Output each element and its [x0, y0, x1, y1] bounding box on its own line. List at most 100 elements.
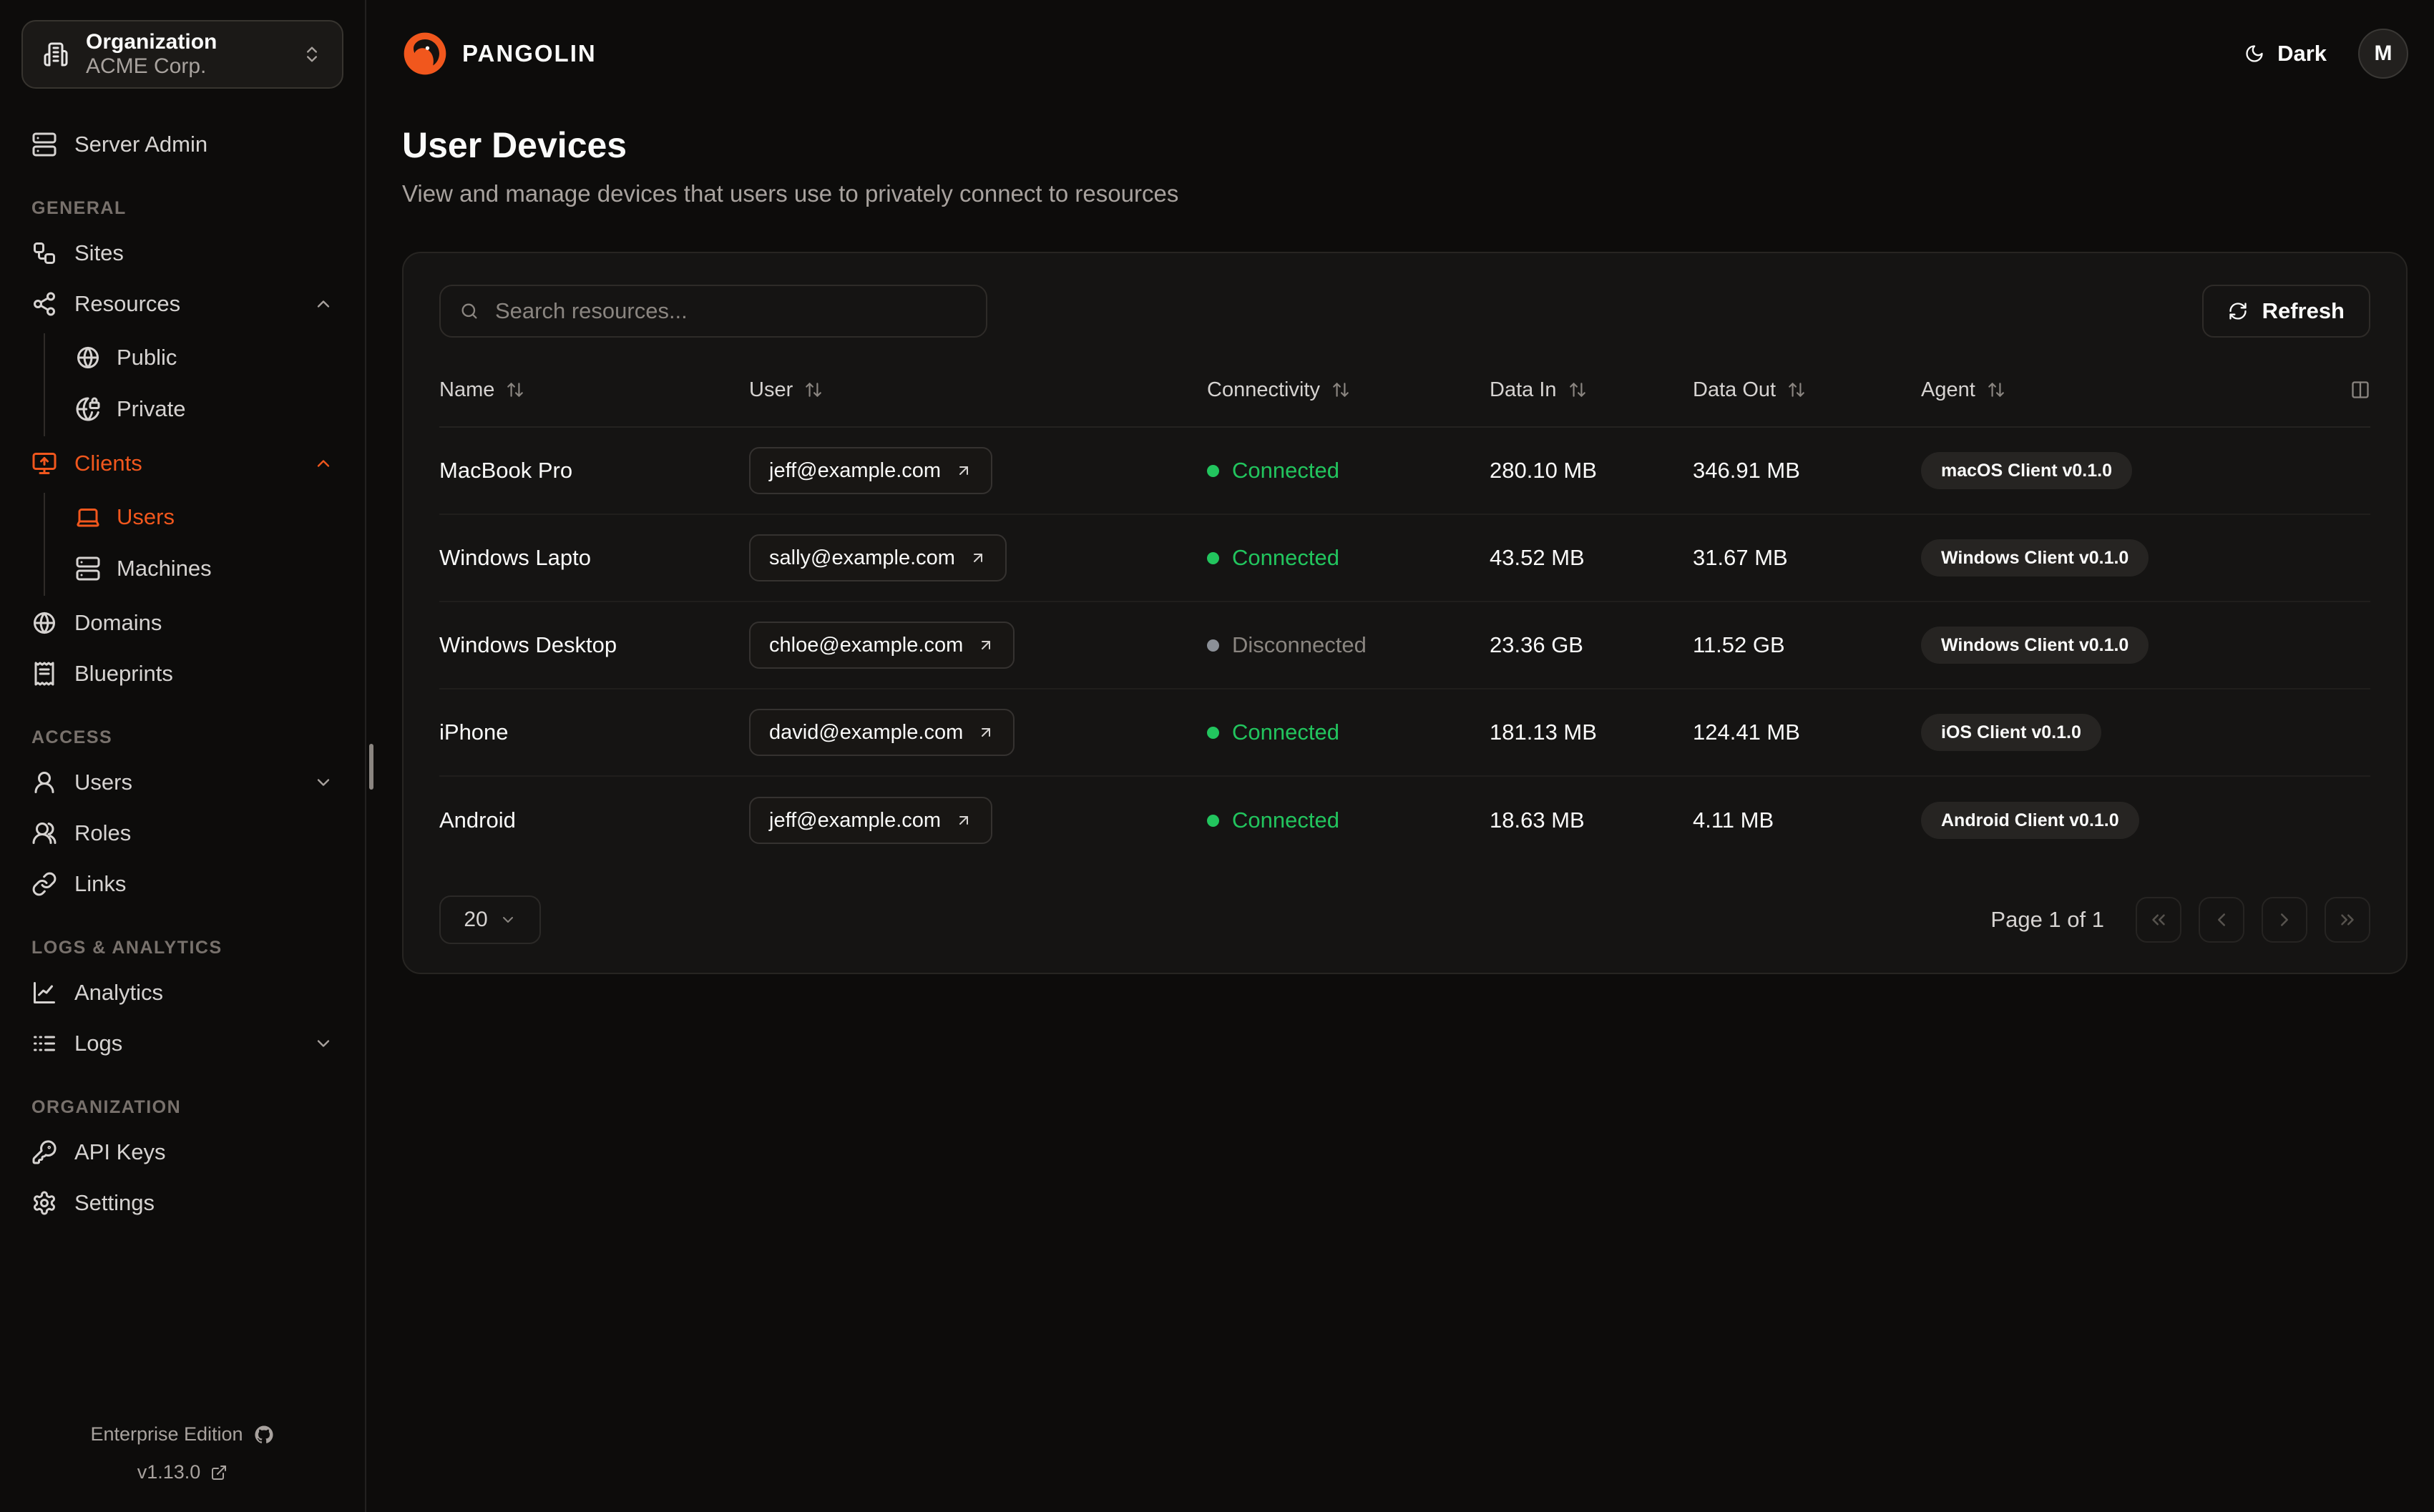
- connectivity-status: Connected: [1207, 807, 1490, 833]
- org-selector-label: Organization: [86, 29, 218, 54]
- user-link-button[interactable]: jeff@example.com: [749, 797, 993, 844]
- link-icon: [32, 872, 57, 896]
- sort-icon: [1569, 383, 1585, 397]
- user-link-button[interactable]: sally@example.com: [749, 534, 1007, 581]
- sidebar-item-links[interactable]: Links: [21, 861, 343, 907]
- sidebar-item-roles[interactable]: Roles: [21, 810, 343, 856]
- sidebar-item-logs[interactable]: Logs: [21, 1021, 343, 1066]
- column-header-agent[interactable]: Agent: [1921, 378, 2370, 402]
- sidebar-item-blueprints[interactable]: Blueprints: [21, 651, 343, 697]
- page-title: User Devices: [402, 125, 627, 165]
- sidebar-footer: Enterprise Edition v1.13.0: [21, 1408, 343, 1483]
- org-selector[interactable]: Organization ACME Corp.: [21, 20, 343, 89]
- theme-toggle[interactable]: Dark: [2244, 41, 2327, 67]
- last-page-button[interactable]: [2325, 897, 2370, 943]
- key-icon: [32, 1140, 57, 1164]
- version-label: v1.13.0: [137, 1461, 201, 1483]
- globe-icon: [77, 347, 99, 368]
- edition-line[interactable]: Enterprise Edition: [21, 1423, 343, 1445]
- data-in: 280.10 MB: [1490, 458, 1597, 483]
- page-indicator: Page 1 of 1: [1990, 907, 2104, 932]
- section-label-general: GENERAL: [31, 198, 127, 218]
- sort-icon: [507, 383, 524, 397]
- pangolin-logo-icon: [404, 32, 446, 75]
- sidebar-item-users-devices[interactable]: Users: [75, 493, 343, 541]
- laptop-icon: [77, 509, 99, 527]
- devices-card: Refresh Name User Connectivity Data In: [402, 252, 2408, 974]
- device-name: Windows Desktop: [439, 632, 617, 657]
- avatar[interactable]: M: [2358, 29, 2408, 79]
- arrow-up-right-icon: [982, 641, 991, 649]
- connectivity-label: Connected: [1232, 458, 1339, 483]
- sidebar-item-label: Domains: [74, 610, 162, 635]
- table-toolbar: Refresh: [439, 285, 2370, 338]
- columns-icon: [2352, 381, 2369, 398]
- building-icon: [44, 42, 68, 67]
- table-header-row: Name User Connectivity Data In Data Out: [439, 353, 2370, 428]
- section-label-organization: ORGANIZATION: [31, 1097, 182, 1117]
- column-header-user[interactable]: User: [749, 378, 1207, 402]
- sidebar-item-machines[interactable]: Machines: [75, 544, 343, 593]
- user-icon: [34, 772, 54, 793]
- arrow-up-right-icon: [982, 728, 991, 737]
- version-line[interactable]: v1.13.0: [21, 1461, 343, 1483]
- chevron-up-icon: [317, 460, 330, 467]
- data-in: 18.63 MB: [1490, 807, 1585, 833]
- column-header-data-out[interactable]: Data Out: [1693, 378, 1921, 402]
- sidebar-item-api-keys[interactable]: API Keys: [21, 1129, 343, 1175]
- sidebar-item-label: Clients: [74, 451, 142, 476]
- search-input[interactable]: [495, 298, 967, 324]
- brand[interactable]: PANGOLIN: [402, 31, 597, 77]
- sidebar-item-sites[interactable]: Sites: [21, 230, 343, 276]
- avatar-initial: M: [2374, 41, 2393, 65]
- pagination: 20 Page 1 of 1: [439, 895, 2370, 944]
- sidebar-item-resources[interactable]: Resources: [21, 281, 343, 327]
- user-link-button[interactable]: jeff@example.com: [749, 447, 993, 494]
- device-name: MacBook Pro: [439, 458, 573, 483]
- sidebar-item-server-admin[interactable]: Server Admin: [21, 122, 343, 167]
- sidebar-item-analytics[interactable]: Analytics: [21, 970, 343, 1016]
- next-page-button[interactable]: [2262, 897, 2307, 943]
- column-visibility-button[interactable]: [2350, 380, 2370, 400]
- page-size-select[interactable]: 20: [439, 895, 541, 944]
- sort-icon: [1333, 383, 1349, 397]
- user-link-button[interactable]: chloe@example.com: [749, 622, 1015, 669]
- sidebar-item-label: Users: [117, 504, 175, 529]
- sort-icon: [1988, 383, 2004, 397]
- refresh-button[interactable]: Refresh: [2201, 285, 2370, 338]
- sidebar-item-settings[interactable]: Settings: [21, 1180, 343, 1226]
- agent-badge: macOS Client v0.1.0: [1921, 452, 2133, 489]
- sidebar-scrollbar-thumb[interactable]: [369, 744, 373, 790]
- status-dot-icon: [1207, 814, 1219, 827]
- column-header-name[interactable]: Name: [439, 378, 749, 402]
- arrow-up-right-icon: [959, 466, 969, 475]
- chevrons-right-icon: [2341, 914, 2354, 926]
- user-link-button[interactable]: david@example.com: [749, 709, 1015, 756]
- sidebar-item-public[interactable]: Public: [75, 333, 343, 382]
- org-selector-value: ACME Corp.: [86, 54, 207, 78]
- sidebar-item-private[interactable]: Private: [75, 385, 343, 433]
- status-dot-icon: [1207, 726, 1219, 739]
- sidebar-item-clients[interactable]: Clients: [21, 441, 343, 486]
- column-header-connectivity[interactable]: Connectivity: [1207, 378, 1490, 402]
- agent-badge: Android Client v0.1.0: [1921, 802, 2139, 839]
- chart-line-icon: [34, 982, 55, 1003]
- connectivity-status: Connected: [1207, 720, 1490, 745]
- globe-icon: [34, 612, 55, 634]
- arrow-up-right-icon: [973, 554, 982, 562]
- search-icon: [461, 303, 477, 319]
- device-name: Android: [439, 807, 516, 833]
- user-email: sally@example.com: [769, 546, 955, 569]
- column-header-data-in[interactable]: Data In: [1490, 378, 1693, 402]
- chevron-down-icon: [317, 1040, 330, 1047]
- sidebar-item-domains[interactable]: Domains: [21, 600, 343, 646]
- table-row: Android jeff@example.com Connected 18.63…: [439, 777, 2370, 864]
- first-page-button[interactable]: [2136, 897, 2181, 943]
- sidebar-item-label: Blueprints: [74, 661, 173, 686]
- receipt-icon: [34, 662, 54, 686]
- sidebar-item-label: Machines: [117, 556, 212, 581]
- sidebar-item-users-access[interactable]: Users: [21, 760, 343, 805]
- sidebar: Organization ACME Corp. Server Admin GEN…: [0, 0, 373, 1512]
- theme-toggle-label: Dark: [2277, 41, 2327, 66]
- prev-page-button[interactable]: [2199, 897, 2244, 943]
